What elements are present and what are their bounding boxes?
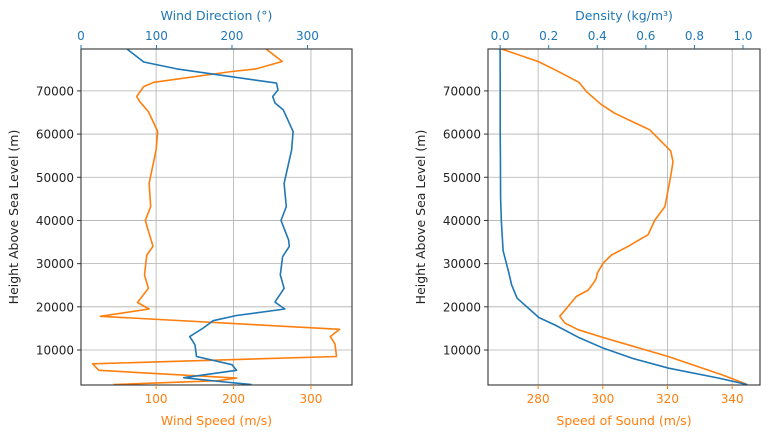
top-axis-label: Density (kg/m³): [575, 8, 673, 23]
plot-frame: [80, 48, 353, 386]
plot-frame: [487, 48, 761, 386]
bottom-tick-label: 300: [300, 392, 323, 406]
y-tick-label: 30000: [36, 257, 74, 271]
y-tick-label: 70000: [443, 84, 481, 98]
series-line-density: [499, 49, 748, 385]
y-tick-label: 50000: [443, 171, 481, 185]
bottom-axis-label: Speed of Sound (m/s): [556, 413, 691, 428]
top-tick-label: 300: [296, 29, 319, 43]
top-tick-label: 0.6: [636, 29, 655, 43]
series-line-speed-of-sound: [501, 49, 747, 385]
bottom-tick-label: 100: [145, 392, 168, 406]
top-tick-label: 0.8: [685, 29, 704, 43]
top-tick-label: 200: [221, 29, 244, 43]
y-tick-label: 40000: [36, 214, 74, 228]
y-tick-label: 60000: [36, 128, 74, 142]
bottom-tick-label: 200: [222, 392, 245, 406]
top-tick-label: 100: [145, 29, 168, 43]
y-tick-label: 70000: [36, 84, 74, 98]
top-tick-label: 0.4: [588, 29, 607, 43]
y-tick-label: 40000: [443, 214, 481, 228]
atmosphere-profile-panel: 10000 20000 30000 40000 50000 60000 70000 280 30…: [413, 8, 761, 428]
wind-profile-panel: 10000 20000 30000 40000 50000 60000 70000 100 20…: [6, 8, 353, 428]
y-tick-label: 50000: [36, 171, 74, 185]
bottom-tick-label: 340: [721, 392, 744, 406]
bottom-axis-label: Wind Speed (m/s): [161, 413, 272, 428]
y-tick-label: 60000: [443, 128, 481, 142]
top-tick-label: 0.0: [491, 29, 510, 43]
y-tick-label: 10000: [443, 344, 481, 358]
top-axis-label: Wind Direction (°): [161, 8, 273, 23]
y-tick-label: 20000: [443, 300, 481, 314]
series-line-wind-speed: [91, 49, 341, 385]
y-axis-label: Height Above Sea Level (m): [6, 130, 21, 305]
y-axis-label: Height Above Sea Level (m): [413, 130, 428, 305]
series-line-wind-direction: [126, 49, 294, 385]
bottom-tick-label: 300: [591, 392, 614, 406]
bottom-tick-label: 320: [656, 392, 679, 406]
y-tick-label: 30000: [443, 257, 481, 271]
top-tick-label: 0.2: [539, 29, 558, 43]
bottom-tick-label: 280: [527, 392, 550, 406]
top-tick-label: 1.0: [733, 29, 752, 43]
y-tick-label: 10000: [36, 344, 74, 358]
top-tick-label: 0: [77, 29, 85, 43]
y-tick-label: 20000: [36, 300, 74, 314]
